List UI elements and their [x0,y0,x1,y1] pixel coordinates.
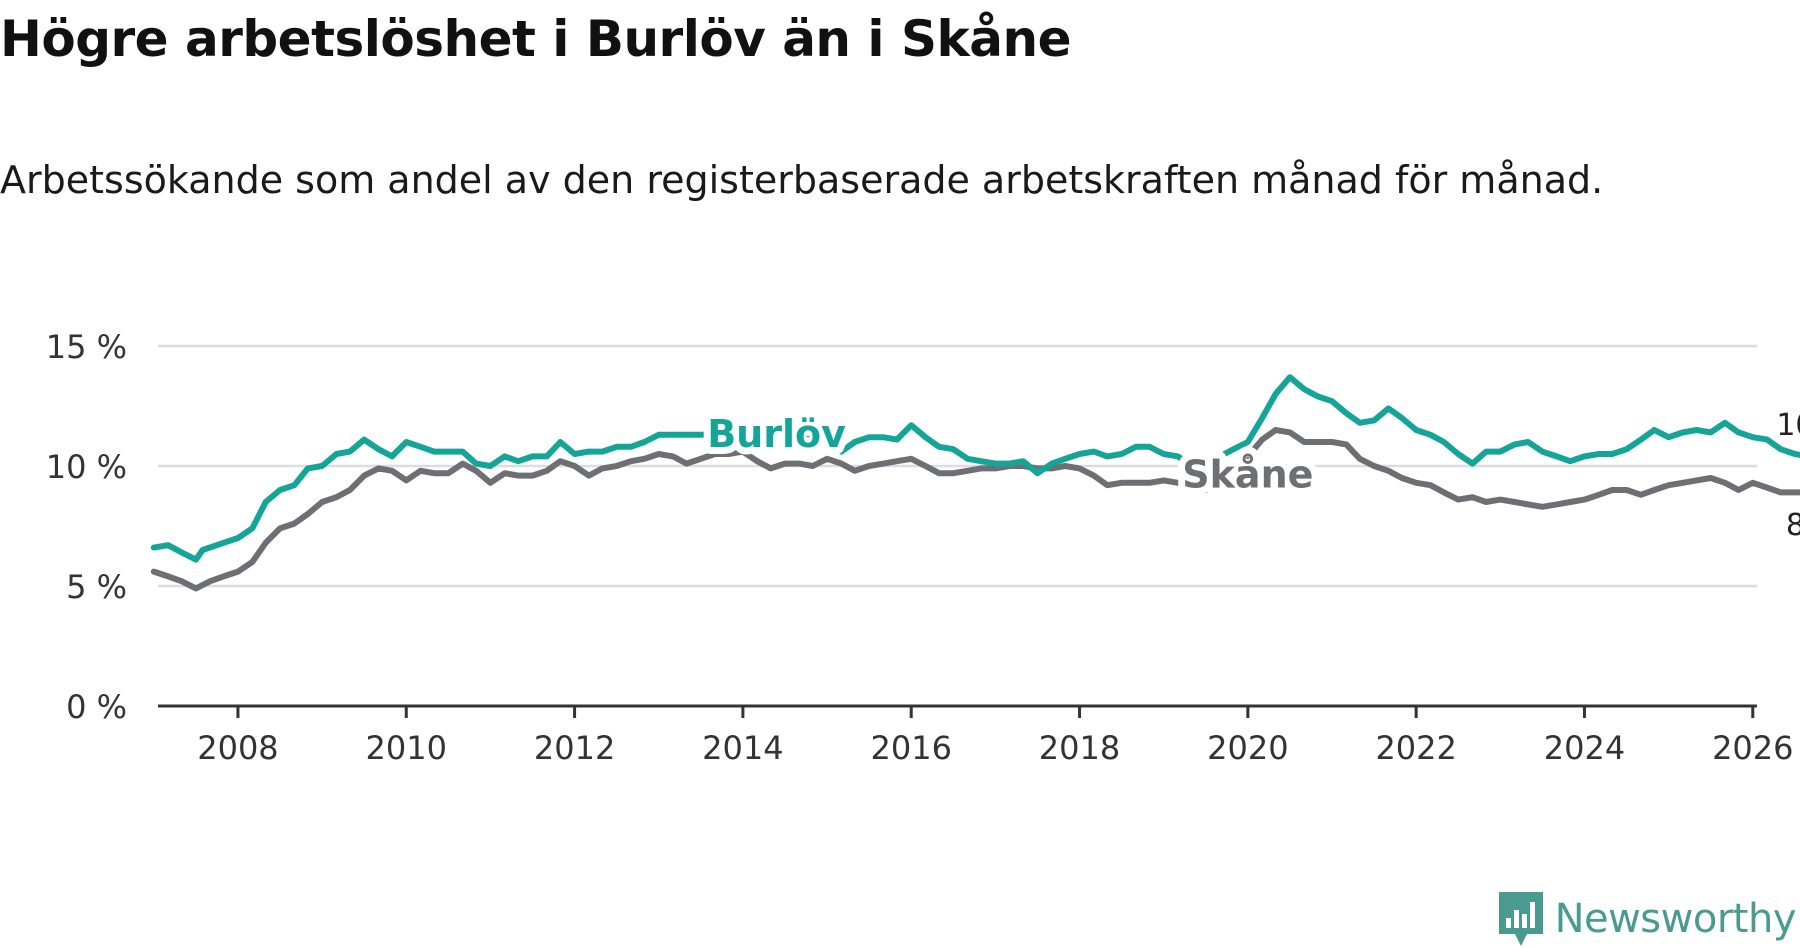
x-tick-label: 2022 [1375,729,1456,767]
grid-layer [158,344,1757,588]
series-label-skane: Skåne [1182,453,1313,497]
x-tick-label: 2026 [1712,729,1793,767]
series-line-skane [150,427,1800,592]
chart-title: Högre arbetslöshet i Burlöv än i Skåne [0,10,1072,68]
x-tick-label: 2016 [870,729,951,767]
x-tick-label: 2020 [1207,729,1288,767]
x-tick-label: 2010 [366,729,447,767]
series-label-halo-burlov: Burlöv [707,412,846,456]
y-tick-label: 5 % [66,568,127,606]
x-tick-label: 2014 [702,729,783,767]
series-label-burlov: Burlöv [707,412,846,456]
newsworthy-logo-icon [1498,892,1543,946]
end-value-label-skane: 8,8 % [1786,508,1800,543]
series-label-halo-skane: Skåne [1182,453,1313,497]
x-tick-label: 2012 [534,729,615,767]
axis-layer: 0 % 5 % 10 % 15 % 2008 2010 2012 2014 2016 2018 20… [46,328,1794,767]
brand-logo: Newsworthy [1497,890,1797,948]
y-tick-label: 15 % [46,328,127,366]
series-layer [150,374,1800,592]
x-tick-label: 2008 [197,729,278,767]
x-tick-label: 2018 [1039,729,1120,767]
y-tick-label: 0 % [66,688,127,726]
brand-name: Newsworthy [1554,896,1797,942]
y-tick-label: 10 % [46,448,127,486]
series-line-burlov [150,374,1800,563]
x-tick-label: 2024 [1544,729,1625,767]
end-value-label-burlov: 10,3 % [1776,408,1800,443]
chart-subtitle: Arbetssökande som andel av den registerb… [0,158,1604,202]
label-layer: BurlövBurlövSkåneSkåne10,3 %8,8 % [700,404,1800,547]
